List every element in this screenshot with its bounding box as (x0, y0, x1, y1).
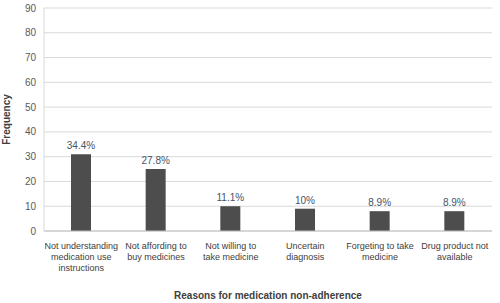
svg-text:Not willing totake medicine: Not willing totake medicine (203, 241, 259, 262)
svg-text:Drug product notavailable: Drug product notavailable (421, 241, 489, 262)
svg-text:50: 50 (25, 102, 37, 113)
svg-text:Forgeting to takemedicine: Forgeting to takemedicine (346, 241, 414, 262)
svg-text:8.9%: 8.9% (368, 197, 391, 208)
svg-text:Reasons for medication non-adh: Reasons for medication non-adherence (174, 290, 362, 301)
svg-text:11.1%: 11.1% (217, 192, 245, 203)
svg-text:70: 70 (25, 52, 37, 63)
svg-text:0: 0 (30, 226, 36, 237)
svg-text:Uncertaindiagnosis: Uncertaindiagnosis (286, 241, 325, 262)
svg-text:8.9%: 8.9% (443, 197, 466, 208)
svg-text:90: 90 (25, 3, 37, 14)
svg-text:40: 40 (25, 126, 37, 137)
svg-text:27.8%: 27.8% (141, 155, 169, 166)
svg-text:10%: 10% (295, 195, 315, 206)
svg-text:10: 10 (25, 201, 37, 212)
svg-text:Not understandingmedication us: Not understandingmedication useinstructi… (45, 241, 119, 273)
svg-text:80: 80 (25, 27, 37, 38)
svg-text:60: 60 (25, 77, 37, 88)
svg-text:Not affording tobuy medicines: Not affording tobuy medicines (125, 241, 186, 262)
svg-text:Frequency: Frequency (8, 94, 12, 145)
svg-text:20: 20 (25, 176, 37, 187)
svg-text:30: 30 (25, 151, 37, 162)
svg-text:34.4%: 34.4% (67, 140, 95, 151)
